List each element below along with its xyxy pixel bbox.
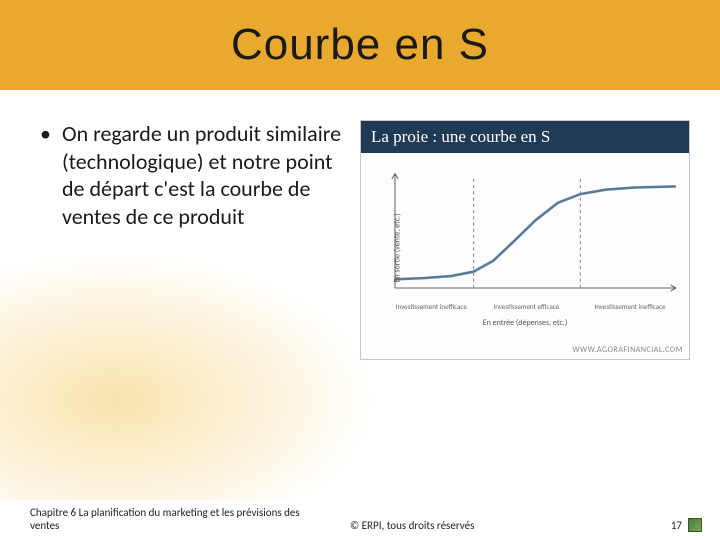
- footer-page-area: 17: [652, 518, 702, 532]
- footer-logo-icon: [688, 518, 702, 532]
- region-labels: Investissement inefficace Investissement…: [391, 303, 679, 311]
- chart-source: WWW.AGORAFINANCIAL.COM: [361, 343, 689, 359]
- bullet-item: • On regarde un produit similaire (techn…: [40, 120, 350, 230]
- chart-body: En sortie (vente, etc.) Investissement i…: [361, 153, 689, 343]
- footer-chapter: Chapitre 6 La planification du marketing…: [30, 506, 310, 532]
- s-curve-chart: La proie : une courbe en S En sortie (ve…: [360, 120, 690, 360]
- text-column: • On regarde un produit similaire (techn…: [40, 120, 360, 360]
- title-bar: Courbe en S: [0, 0, 720, 90]
- s-curve-line: [395, 186, 676, 279]
- y-axis-label: En sortie (vente, etc.): [393, 213, 403, 282]
- x-axis-label: En entrée (dépenses, etc.): [369, 318, 681, 328]
- region-label-2: Investissement efficace: [472, 303, 581, 311]
- chart-svg: [369, 161, 681, 311]
- footer-copyright: © ERPI, tous droits réservés: [310, 519, 652, 532]
- bullet-marker: •: [40, 120, 62, 230]
- chart-title: La proie : une courbe en S: [361, 121, 689, 153]
- content-area: • On regarde un produit similaire (techn…: [0, 90, 720, 360]
- region-label-3: Investissement inefficace: [581, 303, 679, 311]
- chart-column: La proie : une courbe en S En sortie (ve…: [360, 120, 690, 360]
- slide-title: Courbe en S: [231, 20, 489, 70]
- region-label-1: Investissement inefficace: [391, 303, 472, 311]
- bullet-text: On regarde un produit similaire (technol…: [62, 120, 350, 230]
- footer: Chapitre 6 La planification du marketing…: [0, 506, 720, 532]
- page-number: 17: [671, 519, 682, 532]
